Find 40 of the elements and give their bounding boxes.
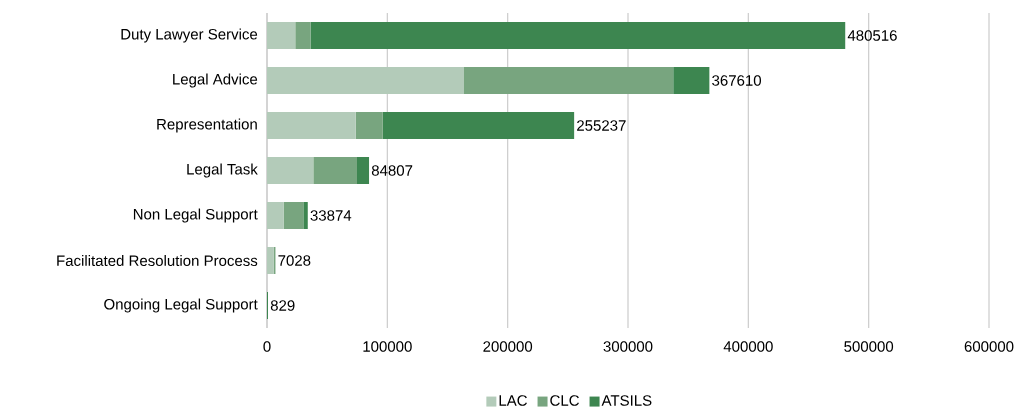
bar <box>313 157 358 184</box>
bar <box>357 157 370 184</box>
x-tick-label: 300000 <box>603 341 653 352</box>
y-tick-label: Duty Lawyer Service <box>121 28 258 43</box>
bar <box>295 22 311 49</box>
total-label: 480516 <box>847 30 897 41</box>
total-label: 255237 <box>577 120 626 131</box>
bar <box>463 67 674 94</box>
y-tick-label: Legal Advice <box>173 73 258 88</box>
legend-label: LAC <box>499 395 527 406</box>
x-tick-label: 600000 <box>964 341 1014 352</box>
bar <box>267 157 314 184</box>
x-tick-label: 100000 <box>363 341 412 352</box>
total-label: 33874 <box>310 210 352 221</box>
bar <box>283 202 304 229</box>
x-tick-label: 200000 <box>483 341 533 352</box>
bar <box>267 202 284 229</box>
legend-label: CLC <box>550 395 579 406</box>
total-label: 829 <box>270 300 295 311</box>
bar <box>267 67 464 94</box>
y-tick-label: Non Legal Support <box>133 208 258 223</box>
legend-label: ATSILS <box>601 395 652 406</box>
x-tick-label: 400000 <box>723 341 773 352</box>
bar <box>267 112 356 139</box>
x-tick-label: 0 <box>263 341 271 352</box>
bar <box>382 112 575 139</box>
bar <box>267 247 274 274</box>
bar <box>355 112 383 139</box>
total-label: 7028 <box>278 255 311 266</box>
bar <box>267 22 296 49</box>
total-label: 367610 <box>712 75 762 86</box>
y-tick-label: Legal Task <box>187 163 258 178</box>
bar <box>673 67 710 94</box>
total-label: 84807 <box>371 165 413 176</box>
bar <box>303 202 308 229</box>
y-tick-label: Ongoing Legal Support <box>104 298 258 313</box>
bar <box>310 22 846 49</box>
y-tick-label: Representation <box>157 118 257 133</box>
x-tick-label: 500000 <box>844 341 894 352</box>
y-tick-label: Facilitated Resolution Process <box>57 255 258 266</box>
